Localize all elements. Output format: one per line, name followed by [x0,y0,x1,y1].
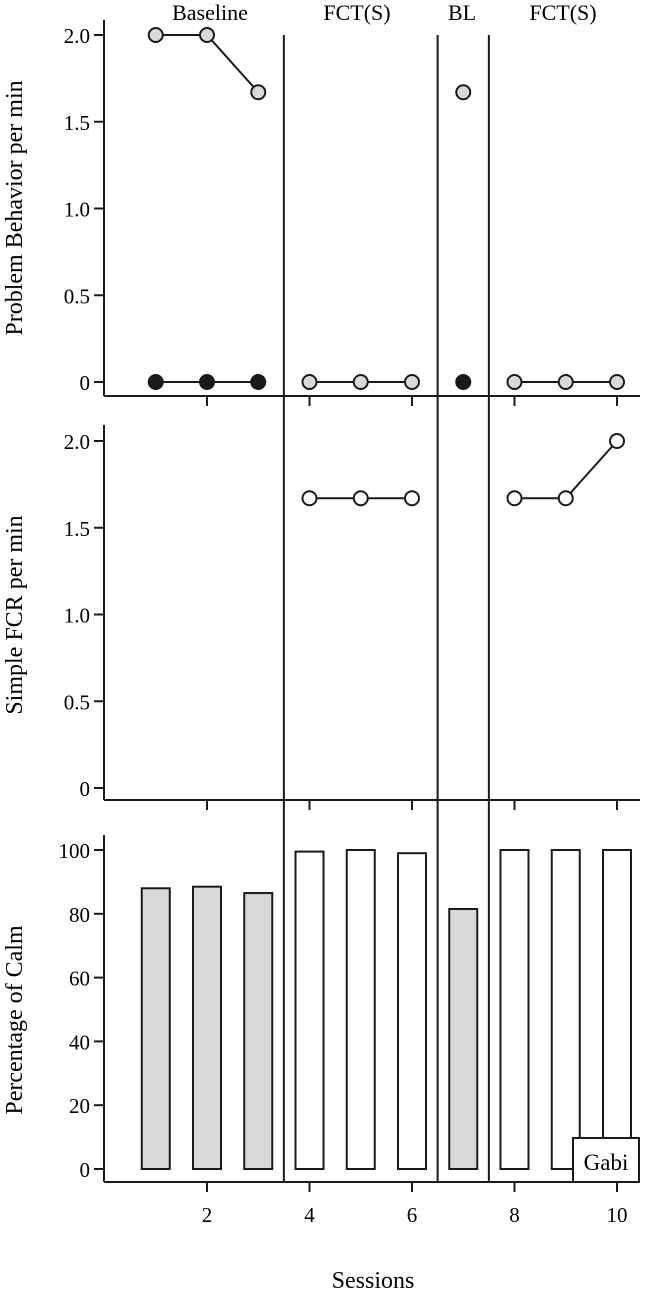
phase-label-fct-2: FCT(S) [529,0,596,25]
panel2-ytick-label: 1.5 [64,517,90,541]
panel2-ylabel: Simple FCR per min [2,515,28,714]
panel3-ytick-label: 80 [69,903,90,927]
panel1-data-point [250,84,267,101]
panel2-ytick-label: 0.5 [64,690,90,714]
calm-bar [294,850,325,1170]
calm-bar [550,849,581,1170]
calm-bar [345,849,376,1170]
phase-label-fct-1: FCT(S) [323,0,390,25]
panel2-data-point [301,490,318,507]
panel1-ytick-label: 1.5 [64,111,90,135]
x-tick-label: 4 [304,1203,315,1227]
panel3-ylabel: Percentage of Calm [2,925,28,1115]
panel2-ytick-label: 0 [80,777,91,801]
panel1-ylabel: Problem Behavior per min [2,80,28,335]
panel1-data-point [506,374,523,390]
subject-label: Gabi [584,1150,629,1175]
panel1-ytick-label: 0.5 [64,284,90,308]
panel1-data-point [557,374,574,390]
panel2-data-point [557,490,574,507]
panel2-ytick-label: 1.0 [64,604,90,628]
calm-bar [192,885,222,1170]
panel1-series-line [155,34,259,93]
panel1-data-point [404,374,420,390]
panel1-data-point [352,374,369,390]
phase-label-baseline: Baseline [172,0,248,25]
panel1-data-point [609,374,625,390]
panel1-data-point [199,27,215,43]
panel2-data-point [352,490,369,507]
calm-bar [602,849,632,1170]
x-tick-label: 8 [509,1203,520,1227]
x-tick-label: 6 [407,1203,418,1227]
calm-bar [448,908,479,1170]
phase-label-bl: BL [448,0,476,25]
panel1-ytick-label: 0 [80,371,91,395]
panel3-ytick-label: 100 [59,839,91,863]
panel1-data-point [147,374,164,390]
panel1-ytick-label: 2.0 [64,24,90,48]
panel2-data-point [609,433,625,449]
x-tick-label: 10 [607,1203,628,1227]
subject-label-box [572,1137,640,1183]
calm-bar [499,849,530,1170]
panel2-data-point [404,490,420,507]
panel2-series-line [514,440,618,500]
panel1-ytick-label: 1.0 [64,198,90,222]
x-tick-label: 2 [202,1203,213,1227]
panel1-data-point [147,27,164,43]
panel1-data-point [199,374,215,390]
panel2-ytick-label: 2.0 [64,430,90,454]
panel3-ytick-label: 60 [69,967,90,991]
panel2-data-point [506,490,523,507]
calm-bar [397,852,427,1170]
calm-bar [140,887,171,1171]
panel3-ytick-label: 40 [69,1030,90,1054]
panel1-data-point [455,374,472,390]
panel3-ytick-label: 20 [69,1094,90,1118]
panel1-data-point [455,84,472,101]
panel1-data-point [250,374,267,390]
calm-bar [243,892,274,1170]
panel3-ytick-label: 0 [80,1158,91,1182]
panel1-data-point [301,374,318,390]
x-axis-title: Sessions [332,1268,415,1294]
